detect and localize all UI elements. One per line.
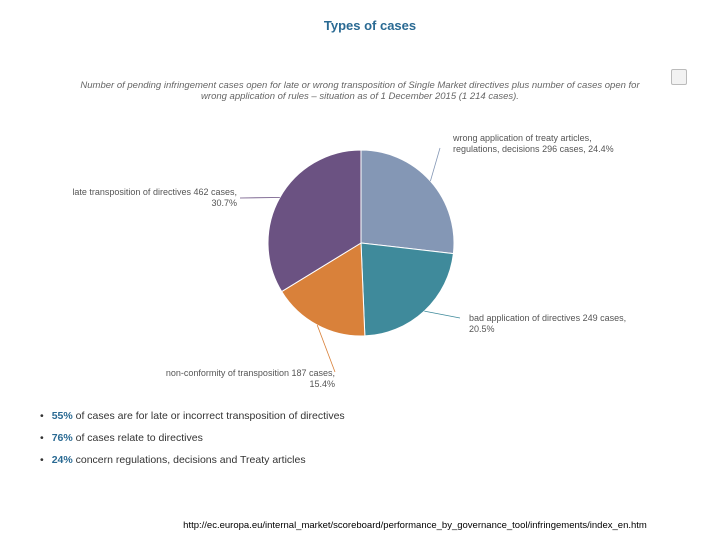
bullet-item: 55% of cases are for late or incorrect t…	[40, 410, 345, 432]
leader-line	[424, 310, 461, 319]
leader-line	[430, 147, 441, 182]
leader-line	[316, 324, 336, 373]
slice-label: wrong application of treaty articles, re…	[453, 133, 623, 155]
slice-label: late transposition of directives 462 cas…	[67, 187, 237, 209]
slice-category: wrong application of treaty articles, re…	[453, 133, 592, 154]
pie-slice	[360, 149, 455, 255]
export-icon[interactable]	[671, 69, 687, 85]
bullet-text: of cases relate to directives	[75, 432, 203, 444]
bullet-text: concern regulations, decisions and Treat…	[75, 454, 306, 466]
slice-value-label: 296 cases, 24.4%	[542, 144, 614, 154]
source-url: http://ec.europa.eu/internal_market/scor…	[183, 520, 647, 531]
chart	[239, 147, 461, 373]
chart-title: Types of cases	[323, 18, 417, 33]
bullet-highlight: 24%	[51, 454, 73, 466]
slice-category: bad application of directives	[469, 313, 581, 323]
pie-slice	[280, 242, 366, 337]
chart-subtitle: Number of pending infringement cases ope…	[80, 80, 640, 102]
slice-label: non-conformity of transposition 187 case…	[165, 368, 335, 390]
slice-value-label: 249 cases, 20.5%	[469, 313, 627, 334]
slice-value-label: 187 cases, 15.4%	[291, 368, 335, 389]
bullet-text: of cases are for late or incorrect trans…	[75, 410, 345, 422]
slice-category: late transposition of directives	[72, 187, 191, 197]
slice-category: non-conformity of transposition	[165, 368, 289, 378]
slice-label: bad application of directives 249 cases,…	[469, 313, 639, 335]
bullet-highlight: 55%	[51, 410, 73, 422]
bullet-item: 24% concern regulations, decisions and T…	[40, 454, 345, 476]
pie-slice	[267, 149, 362, 293]
bullet-list: 55% of cases are for late or incorrect t…	[40, 410, 345, 476]
pie-slice	[360, 242, 454, 337]
slice-value-label: 462 cases, 30.7%	[193, 187, 237, 208]
bullet-highlight: 76%	[51, 432, 73, 444]
bullet-item: 76% of cases relate to directives	[40, 432, 345, 454]
